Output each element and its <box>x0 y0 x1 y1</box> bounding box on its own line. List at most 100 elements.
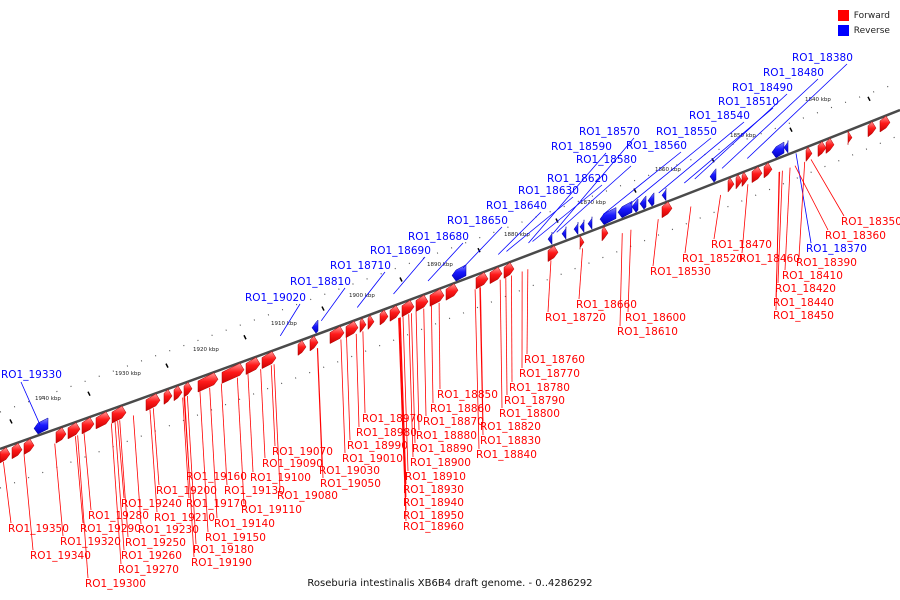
gene-label[interactable]: RO1_19160 <box>186 471 247 483</box>
gene-label[interactable]: RO1_18520 <box>682 253 743 265</box>
reverse-gene-block[interactable] <box>771 141 785 159</box>
forward-gene-block[interactable] <box>579 234 585 250</box>
gene-label[interactable]: RO1_19030 <box>319 465 380 477</box>
reverse-gene-block[interactable] <box>617 200 633 219</box>
gene-label[interactable]: RO1_19300 <box>85 578 146 590</box>
gene-label[interactable]: RO1_18880 <box>416 430 477 442</box>
gene-label[interactable]: RO1_18820 <box>480 421 541 433</box>
gene-label[interactable]: RO1_18580 <box>576 154 637 166</box>
gene-label[interactable]: RO1_18530 <box>650 266 711 278</box>
gene-label[interactable]: RO1_19070 <box>272 446 333 458</box>
forward-gene-block[interactable] <box>379 309 389 326</box>
gene-label[interactable]: RO1_18870 <box>423 416 484 428</box>
gene-label[interactable]: RO1_18370 <box>806 243 867 255</box>
reverse-gene-block[interactable] <box>639 195 647 210</box>
reverse-gene-block[interactable] <box>587 216 593 231</box>
forward-gene-block[interactable] <box>55 427 67 444</box>
reverse-gene-block[interactable] <box>561 226 567 241</box>
forward-gene-block[interactable] <box>111 405 127 424</box>
reverse-gene-block[interactable] <box>709 168 717 183</box>
gene-label[interactable]: RO1_18950 <box>403 510 464 522</box>
forward-gene-block[interactable] <box>359 317 367 334</box>
gene-label[interactable]: RO1_19330 <box>1 369 62 381</box>
forward-gene-block[interactable] <box>145 393 161 412</box>
gene-label[interactable]: RO1_18930 <box>403 484 464 496</box>
gene-label[interactable]: RO1_18420 <box>775 283 836 295</box>
gene-label[interactable]: RO1_19200 <box>156 485 217 497</box>
forward-gene-block[interactable] <box>489 266 503 285</box>
reverse-gene-block[interactable] <box>451 264 467 282</box>
forward-gene-block[interactable] <box>847 130 853 145</box>
gene-label[interactable]: RO1_18410 <box>782 270 843 282</box>
forward-gene-block[interactable] <box>173 385 183 402</box>
reverse-gene-block[interactable] <box>33 417 49 435</box>
gene-label[interactable]: RO1_18440 <box>773 297 834 309</box>
gene-label[interactable]: RO1_18840 <box>476 449 537 461</box>
gene-label[interactable]: RO1_19320 <box>60 536 121 548</box>
gene-label[interactable]: RO1_18960 <box>403 521 464 533</box>
forward-gene-block[interactable] <box>475 272 489 290</box>
reverse-gene-block[interactable] <box>547 232 553 246</box>
gene-label[interactable]: RO1_19080 <box>277 490 338 502</box>
gene-label[interactable]: RO1_19180 <box>193 544 254 556</box>
gene-label[interactable]: RO1_18570 <box>579 126 640 138</box>
gene-label[interactable]: RO1_18630 <box>518 185 579 197</box>
gene-label[interactable]: RO1_18610 <box>617 326 678 338</box>
gene-label[interactable]: RO1_19280 <box>88 510 149 522</box>
gene-label[interactable]: RO1_18900 <box>410 457 471 469</box>
forward-gene-block[interactable] <box>23 438 35 455</box>
forward-gene-block[interactable] <box>805 146 813 163</box>
forward-gene-block[interactable] <box>741 171 749 188</box>
gene-label[interactable]: RO1_19290 <box>80 523 141 535</box>
gene-label[interactable]: RO1_18850 <box>437 389 498 401</box>
forward-gene-block[interactable] <box>297 340 307 356</box>
forward-gene-block[interactable] <box>197 372 219 393</box>
gene-label[interactable]: RO1_19270 <box>118 564 179 576</box>
gene-label[interactable]: RO1_18690 <box>370 245 431 257</box>
gene-label[interactable]: RO1_18640 <box>486 200 547 212</box>
gene-label[interactable]: RO1_18770 <box>519 368 580 380</box>
gene-label[interactable]: RO1_18830 <box>480 435 541 447</box>
forward-gene-block[interactable] <box>11 442 23 460</box>
gene-label[interactable]: RO1_18390 <box>796 257 857 269</box>
forward-gene-block[interactable] <box>429 288 445 307</box>
gene-label[interactable]: RO1_18860 <box>430 403 491 415</box>
forward-gene-block[interactable] <box>67 422 81 440</box>
forward-gene-block[interactable] <box>0 447 11 464</box>
gene-label[interactable]: RO1_18650 <box>447 215 508 227</box>
reverse-gene-block[interactable] <box>579 219 585 234</box>
reverse-gene-block[interactable] <box>783 140 789 154</box>
gene-label[interactable]: RO1_19250 <box>125 537 186 549</box>
forward-gene-block[interactable] <box>415 294 429 312</box>
reverse-gene-block[interactable] <box>661 188 667 202</box>
gene-label[interactable]: RO1_19100 <box>250 472 311 484</box>
gene-label[interactable]: RO1_18480 <box>763 67 824 79</box>
gene-label[interactable]: RO1_18800 <box>499 408 560 420</box>
forward-gene-block[interactable] <box>345 320 359 339</box>
reverse-gene-block[interactable] <box>631 198 639 213</box>
forward-gene-block[interactable] <box>735 174 743 190</box>
forward-gene-block[interactable] <box>503 262 515 279</box>
gene-label[interactable]: RO1_18450 <box>773 310 834 322</box>
gene-label[interactable]: RO1_18660 <box>576 299 637 311</box>
gene-label[interactable]: RO1_19110 <box>241 504 302 516</box>
forward-gene-block[interactable] <box>183 381 193 398</box>
forward-gene-block[interactable] <box>401 299 415 318</box>
forward-gene-block[interactable] <box>867 121 877 138</box>
gene-label[interactable]: RO1_18940 <box>403 497 464 509</box>
gene-label[interactable]: RO1_18910 <box>405 471 466 483</box>
gene-label[interactable]: RO1_19010 <box>342 453 403 465</box>
gene-label[interactable]: RO1_18350 <box>841 216 900 228</box>
gene-label[interactable]: RO1_19150 <box>205 532 266 544</box>
gene-label[interactable]: RO1_18460 <box>739 253 800 265</box>
gene-label[interactable]: RO1_19050 <box>320 478 381 490</box>
gene-label[interactable]: RO1_18550 <box>656 126 717 138</box>
gene-label[interactable]: RO1_18810 <box>290 276 351 288</box>
gene-label[interactable]: RO1_19020 <box>245 292 306 304</box>
reverse-gene-block[interactable] <box>647 192 655 207</box>
reverse-gene-block[interactable] <box>573 222 579 236</box>
gene-label[interactable]: RO1_19140 <box>214 518 275 530</box>
gene-label[interactable]: RO1_18680 <box>408 231 469 243</box>
gene-label[interactable]: RO1_18540 <box>689 110 750 122</box>
gene-label[interactable]: RO1_19170 <box>186 498 247 510</box>
